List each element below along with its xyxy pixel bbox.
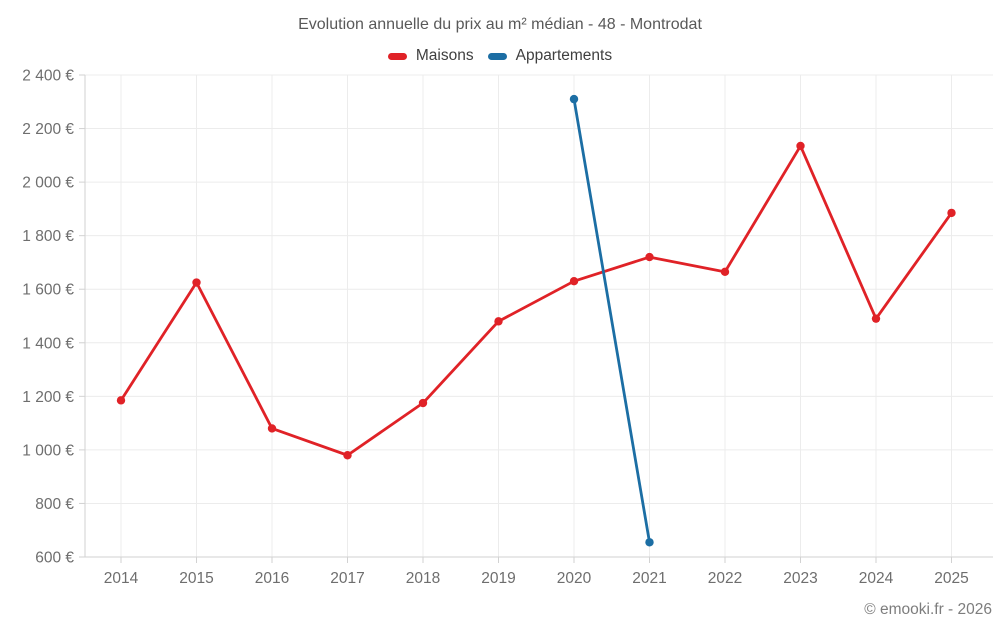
appartements-point-2021[interactable]	[645, 538, 654, 547]
maisons-point-2015[interactable]	[192, 278, 201, 287]
maisons-line	[119, 144, 953, 457]
copyright-footer: © emooki.fr - 2026	[864, 601, 992, 618]
maisons-point-2023[interactable]	[796, 141, 805, 151]
maisons-swatch-icon	[387, 52, 407, 60]
y-axis-label: 1 600 €	[22, 282, 74, 299]
x-axis-label: 2020	[557, 570, 592, 587]
chart-title: Evolution annuelle du prix au m² médian …	[298, 16, 702, 33]
maisons-point-2016[interactable]	[267, 424, 277, 433]
x-axis-label: 2024	[859, 570, 894, 587]
y-axis-label: 1 200 €	[22, 389, 74, 406]
maisons-point-2014[interactable]	[116, 396, 126, 405]
appartements-point-2020[interactable]	[569, 94, 579, 104]
maisons-point-2024[interactable]	[871, 314, 881, 323]
appartements-swatch-icon	[487, 52, 507, 60]
x-axis-label: 2023	[783, 570, 817, 587]
x-axis-label: 2019	[481, 570, 515, 587]
maisons-point-2025[interactable]	[947, 208, 956, 218]
maisons-point-2022[interactable]	[720, 267, 730, 277]
legend-label-maisons: Maisons	[415, 47, 474, 64]
x-axis-label: 2018	[406, 570, 440, 587]
x-axis-label: 2022	[708, 570, 742, 587]
legend-label-appartements: Appartements	[515, 47, 613, 64]
y-axis-label: 2 200 €	[22, 121, 74, 138]
maisons-point-2019[interactable]	[494, 317, 503, 326]
x-axis-label: 2015	[179, 570, 213, 587]
y-axis-label: 600 €	[35, 550, 74, 567]
y-axis-label: 800 €	[35, 496, 74, 513]
y-axis-label: 1 800 €	[22, 228, 74, 245]
x-axis-label: 2021	[632, 570, 666, 587]
legend-item-appartements[interactable]: Appartements	[487, 47, 613, 65]
maisons-point-2021[interactable]	[645, 252, 654, 262]
x-axis-label: 2025	[934, 570, 968, 587]
y-axis-label: 1 000 €	[22, 442, 74, 459]
maisons-point-2018[interactable]	[418, 398, 428, 408]
legend-item-maisons[interactable]: Maisons	[387, 47, 474, 65]
maisons-point-2017[interactable]	[343, 451, 352, 460]
x-axis-label: 2014	[104, 570, 139, 587]
y-axis-label: 2 000 €	[22, 175, 74, 192]
y-axis-label: 2 400 €	[22, 68, 74, 85]
chart-legend: Maisons Appartements	[0, 47, 1000, 65]
y-axis-label: 1 400 €	[22, 335, 74, 352]
appartements-line	[572, 97, 651, 544]
x-axis-label: 2016	[255, 570, 289, 587]
maisons-point-2020[interactable]	[569, 276, 579, 286]
x-axis-label: 2017	[330, 570, 364, 587]
